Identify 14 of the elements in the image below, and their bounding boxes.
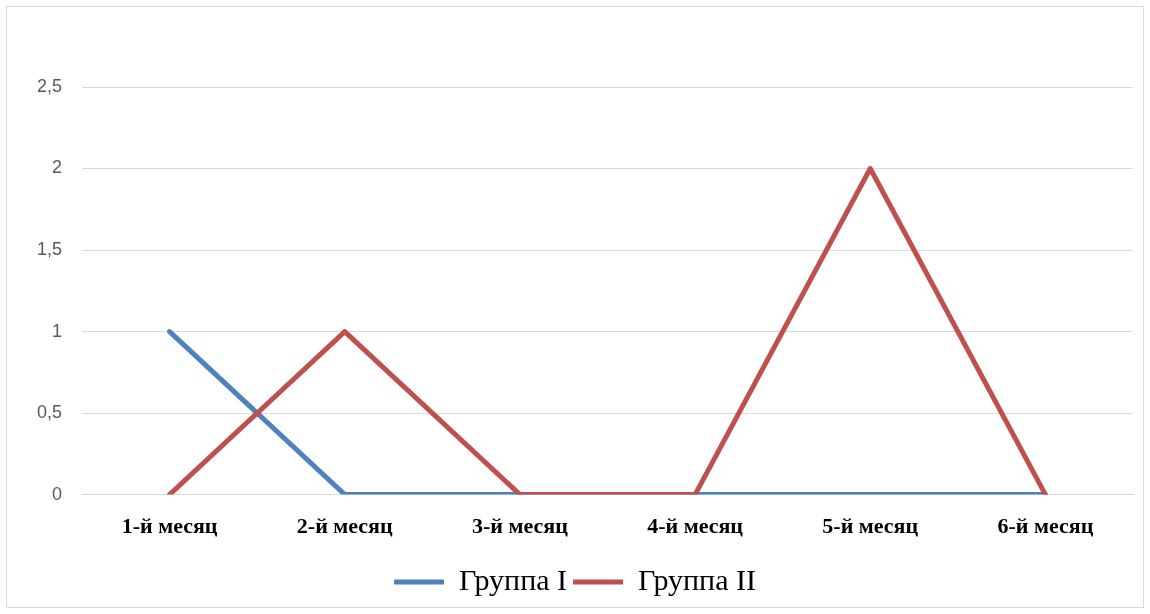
x-tick-label: 4-й месяц [647, 513, 744, 539]
y-tick-label: 0,5 [36, 402, 63, 423]
x-tick-label: 3-й месяц [471, 513, 569, 539]
x-tick-label: 2-й месяц [296, 513, 394, 539]
y-tick-label: 1 [52, 320, 63, 341]
y-tick-label: 0 [52, 483, 63, 504]
legend-label: Группа I [459, 562, 568, 596]
y-tick-label: 2 [52, 157, 63, 178]
y-tick-label: 1,5 [36, 239, 63, 260]
y-tick-label: 2,5 [36, 75, 63, 96]
x-tick-label: 6-й месяц [997, 513, 1094, 539]
x-tick-label: 1-й месяц [121, 513, 218, 539]
x-tick-label: 5-й месяц [822, 513, 919, 539]
legend-label: Группа II [638, 562, 756, 596]
